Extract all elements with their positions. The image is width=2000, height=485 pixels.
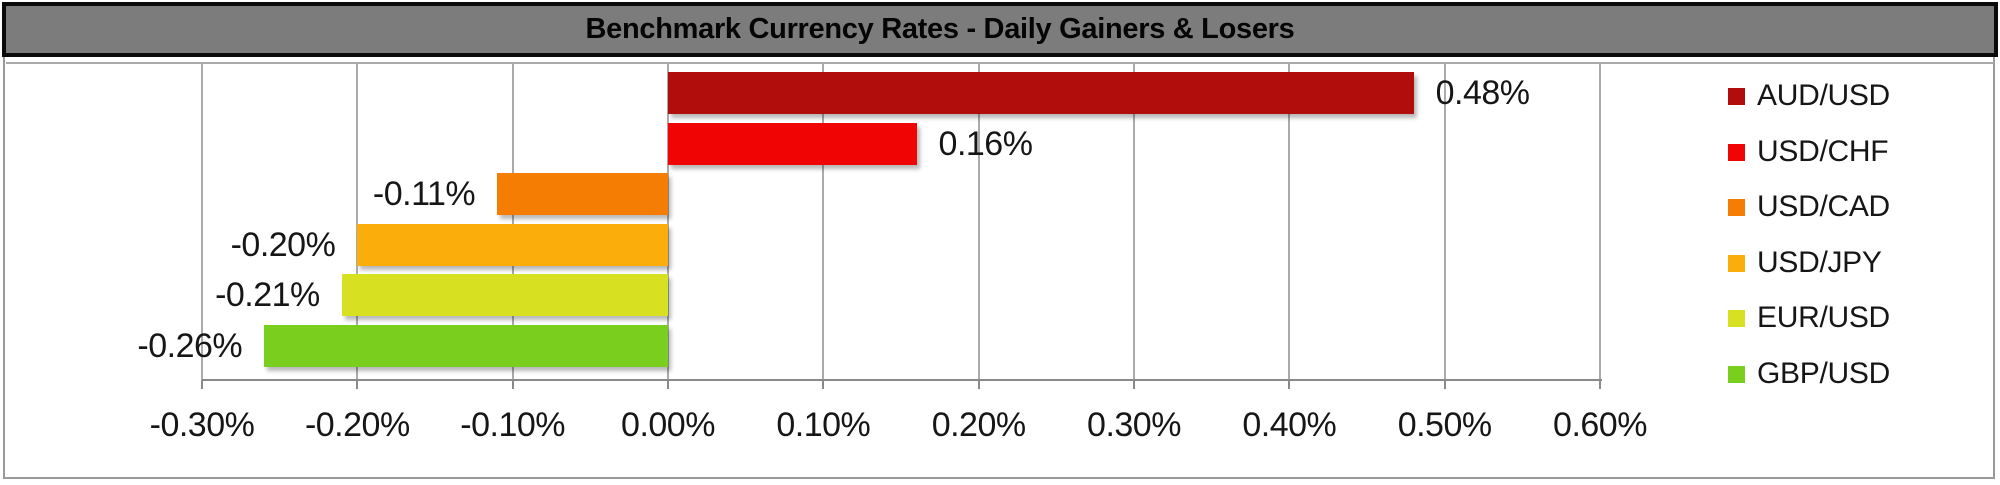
gridline [1288, 63, 1291, 380]
legend-label: EUR/USD [1757, 301, 1890, 334]
legend-swatch [1728, 365, 1745, 383]
bar-value-label: 0.48% [1435, 74, 1530, 112]
bar-eur-usd [341, 274, 668, 316]
legend-label: AUD/USD [1757, 79, 1890, 112]
x-axis-label: 0.50% [1397, 406, 1492, 444]
legend-swatch [1728, 198, 1745, 216]
legend-item-gbp-usd: GBP/USD [1728, 357, 1890, 391]
axis-tick [1133, 380, 1135, 389]
bar-gbp-usd [264, 325, 668, 367]
gridline [822, 63, 825, 380]
bar-value-label: -0.21% [215, 276, 320, 314]
bar-value-label: 0.16% [938, 125, 1033, 163]
gridline [667, 63, 669, 380]
legend-swatch [1728, 87, 1745, 105]
x-axis-label: 0.30% [1087, 406, 1181, 444]
legend-item-aud-usd: AUD/USD [1728, 79, 1890, 113]
gridline [977, 63, 980, 380]
gridline [1133, 63, 1135, 380]
legend-label: USD/CAD [1757, 190, 1890, 223]
legend-item-usd-cad: USD/CAD [1728, 190, 1890, 224]
gridline [1599, 63, 1601, 380]
x-axis-label: 0.40% [1242, 406, 1337, 444]
bar-value-label: -0.11% [372, 175, 476, 213]
gridline [356, 63, 359, 380]
legend-swatch [1728, 254, 1745, 272]
bar-value-label: -0.20% [230, 226, 336, 264]
x-axis-label: -0.20% [304, 406, 410, 444]
x-axis-label: 0.10% [776, 406, 871, 444]
axis-tick [977, 380, 980, 389]
x-axis-label: -0.30% [149, 406, 255, 444]
axis-tick [822, 380, 825, 389]
gridline [1443, 63, 1446, 380]
x-axis-label: -0.10% [460, 406, 566, 444]
title-divider-line [6, 62, 1994, 64]
axis-tick [1443, 380, 1446, 389]
gridline [201, 63, 203, 380]
bar-aud-usd [668, 72, 1414, 114]
legend-item-usd-chf: USD/CHF [1728, 135, 1889, 169]
x-axis-label: 0.00% [621, 406, 715, 444]
legend-label: USD/JPY [1757, 246, 1882, 279]
legend-swatch [1728, 143, 1745, 161]
chart-title-bar: Benchmark Currency Rates - Daily Gainers… [2, 2, 1998, 57]
x-axis-label: 0.60% [1553, 406, 1647, 444]
axis-tick [1288, 380, 1291, 389]
x-axis-line [202, 379, 1602, 381]
bar-usd-chf [668, 123, 917, 165]
bar-value-label: -0.26% [137, 327, 243, 365]
axis-tick [201, 380, 203, 389]
legend-item-eur-usd: EUR/USD [1728, 301, 1890, 335]
bar-usd-cad [497, 173, 668, 215]
legend-item-usd-jpy: USD/JPY [1728, 246, 1882, 280]
gridline [511, 63, 514, 380]
axis-tick [511, 380, 514, 389]
bar-usd-jpy [357, 224, 668, 266]
axis-tick [667, 380, 669, 389]
x-axis-label: 0.20% [931, 406, 1026, 444]
legend-swatch [1728, 309, 1745, 327]
axis-tick [356, 380, 359, 389]
legend-label: GBP/USD [1757, 357, 1890, 390]
legend-label: USD/CHF [1757, 135, 1889, 168]
chart-title: Benchmark Currency Rates - Daily Gainers… [585, 13, 1295, 45]
axis-tick [1599, 380, 1601, 389]
